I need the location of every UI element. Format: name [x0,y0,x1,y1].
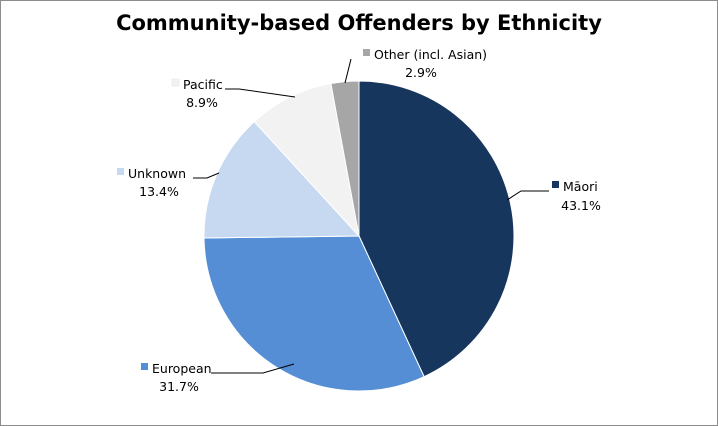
slice-labels: Māori 43.1% European 31.7% Unknown 13.4% Pacif… [117,47,601,394]
leader-lines [193,58,549,374]
slice-label-māori: Māori [563,179,598,194]
slice-value-european: 31.7% [159,379,199,394]
slice-value-other-incl-asian: 2.9% [405,65,437,80]
slice-value-unknown: 13.4% [139,184,179,199]
pie-slice-pacific [253,82,360,238]
chart-title: Community-based Offenders by Ethnicity [116,11,602,35]
pie-slice-european [203,235,425,392]
leader-line-pacific [225,88,296,98]
leader-line-european [211,363,295,374]
leader-line-māori [506,190,549,201]
label-swatch-european [141,363,148,370]
pie-slice-māori [358,80,515,378]
slice-label-other-incl-asian: Other (incl. Asian) [374,47,487,62]
leader-line-unknown [193,172,220,179]
slice-label-european: European [152,361,212,376]
slice-value-pacific: 8.9% [186,95,218,110]
label-swatch-unknown [117,168,124,175]
slice-label-pacific: Pacific [183,77,223,92]
label-swatch-other-incl-asian [363,49,370,56]
leader-line-other-incl-asian [344,58,352,84]
label-swatch-pacific [171,78,180,87]
pie-slice-unknown [203,120,361,239]
label-swatch-māori [552,181,559,188]
slice-label-unknown: Unknown [128,166,186,181]
pie-slices [203,80,515,392]
slice-value-māori: 43.1% [561,198,601,213]
